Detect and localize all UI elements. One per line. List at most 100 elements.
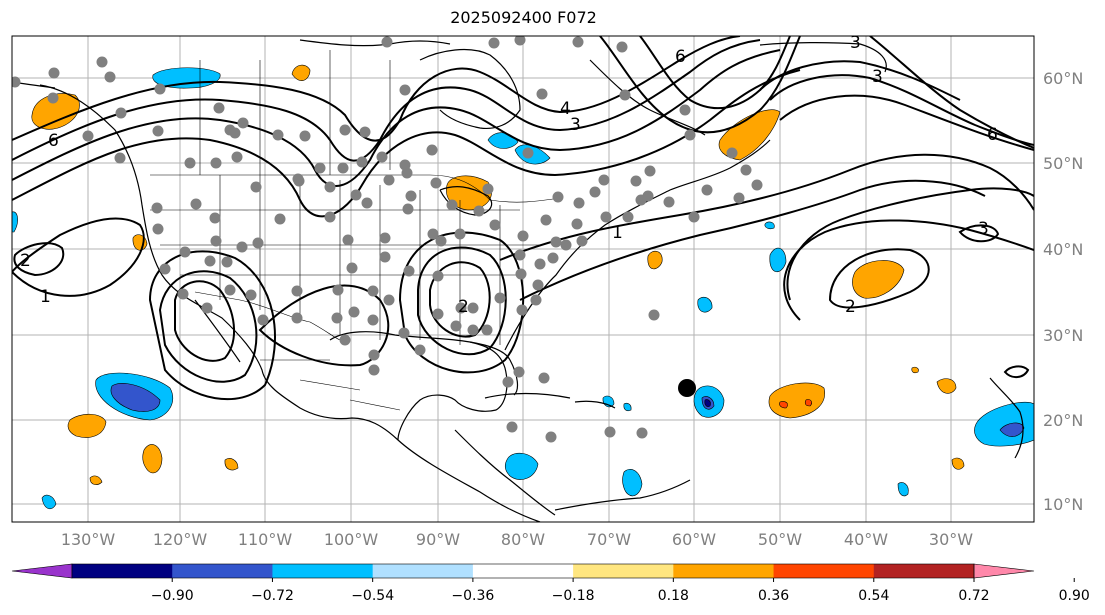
contour-line bbox=[958, 224, 1000, 243]
station-dot bbox=[48, 67, 60, 79]
colorbar-max-extension bbox=[973, 563, 1035, 579]
station-dot bbox=[547, 252, 559, 264]
station-dot bbox=[224, 124, 236, 136]
station-dot bbox=[359, 126, 371, 138]
lon-label: 80°W bbox=[501, 530, 545, 549]
station-dot bbox=[532, 279, 544, 291]
station-dot bbox=[467, 324, 479, 336]
contour-label: 6 bbox=[675, 47, 686, 67]
contour-line bbox=[398, 231, 525, 374]
station-dot bbox=[514, 249, 526, 261]
station-dot bbox=[536, 88, 548, 100]
station-dot bbox=[740, 164, 752, 176]
station-dot bbox=[648, 309, 660, 321]
colorbar-segment bbox=[272, 564, 374, 578]
station-dot bbox=[642, 190, 654, 202]
contour-line bbox=[158, 270, 258, 383]
station-dot bbox=[604, 426, 616, 438]
anomaly-blob bbox=[769, 247, 787, 272]
contour-line bbox=[759, 60, 961, 101]
station-dot bbox=[545, 431, 557, 443]
lon-label: 130°W bbox=[61, 530, 116, 549]
colorbar-tick-label: −0.90 bbox=[151, 588, 194, 604]
us-canada-border bbox=[150, 174, 561, 203]
station-dot bbox=[324, 181, 336, 193]
station-dot bbox=[550, 236, 562, 248]
contour-label: 2 bbox=[458, 297, 469, 317]
anomaly-blob bbox=[89, 475, 103, 485]
station-dot bbox=[430, 177, 442, 189]
contour-line bbox=[258, 284, 390, 367]
station-dot bbox=[346, 262, 358, 274]
station-dot bbox=[726, 147, 738, 159]
station-dot bbox=[402, 203, 414, 215]
station-dot bbox=[516, 304, 528, 316]
station-dot bbox=[432, 308, 444, 320]
anomaly-blob bbox=[718, 109, 781, 161]
station-dot bbox=[379, 232, 391, 244]
station-dot bbox=[221, 256, 233, 268]
na-west-coast bbox=[39, 84, 541, 522]
contour-label: 1 bbox=[612, 223, 623, 243]
anomaly-blob bbox=[110, 383, 161, 412]
anomaly-blob bbox=[974, 401, 1034, 447]
station-dot bbox=[414, 344, 426, 356]
station-dot bbox=[701, 184, 713, 196]
station-dot bbox=[622, 211, 634, 223]
station-dot bbox=[237, 117, 249, 129]
lat-label: 10°N bbox=[1043, 495, 1083, 514]
station-dot bbox=[482, 183, 494, 195]
us-mexico-border bbox=[194, 291, 341, 341]
station-dot bbox=[688, 211, 700, 223]
lat-label: 30°N bbox=[1043, 326, 1083, 345]
station-dot bbox=[115, 107, 127, 119]
contour-line bbox=[12, 49, 781, 187]
station-dot bbox=[350, 189, 362, 201]
station-dot bbox=[348, 306, 360, 318]
station-dot bbox=[489, 219, 501, 231]
contour-line bbox=[12, 217, 145, 297]
station-dot bbox=[383, 174, 395, 186]
station-dot bbox=[517, 230, 529, 242]
colorbar-tick-label: −0.36 bbox=[451, 588, 494, 604]
station-dot bbox=[381, 36, 393, 48]
station-dot bbox=[426, 144, 438, 156]
station-dot bbox=[231, 151, 243, 163]
anomaly-blob bbox=[704, 399, 711, 407]
station-markers bbox=[12, 36, 763, 443]
station-dot bbox=[179, 246, 191, 258]
lat-label: 50°N bbox=[1043, 154, 1083, 173]
station-dot bbox=[600, 211, 612, 223]
station-dot bbox=[405, 190, 417, 202]
station-dot bbox=[589, 186, 601, 198]
station-dot bbox=[383, 294, 395, 306]
contour-line bbox=[519, 179, 986, 301]
anomaly-blob bbox=[142, 444, 163, 474]
station-dot bbox=[299, 130, 311, 142]
station-dot bbox=[502, 376, 514, 388]
colorbar-segment bbox=[472, 564, 574, 578]
station-dot bbox=[514, 36, 526, 46]
station-dot bbox=[252, 237, 264, 249]
station-dot bbox=[250, 181, 262, 193]
station-dot bbox=[152, 125, 164, 137]
station-dot bbox=[204, 255, 216, 267]
station-dot bbox=[572, 36, 584, 48]
station-dot bbox=[530, 294, 542, 306]
station-dot bbox=[104, 71, 116, 83]
colorbar-segment bbox=[172, 564, 273, 578]
station-dot bbox=[152, 223, 164, 235]
contour-label: 6 bbox=[987, 125, 998, 145]
station-dot bbox=[337, 162, 349, 174]
lon-label: 120°W bbox=[153, 530, 208, 549]
contour-line bbox=[599, 36, 801, 134]
station-dot bbox=[368, 349, 380, 361]
labrador bbox=[589, 59, 706, 136]
anomaly-blob bbox=[224, 458, 239, 471]
station-dot bbox=[356, 156, 368, 168]
station-dot bbox=[506, 421, 518, 433]
anomaly-blob bbox=[897, 482, 909, 497]
station-dot bbox=[367, 285, 379, 297]
station-dot bbox=[184, 157, 196, 169]
